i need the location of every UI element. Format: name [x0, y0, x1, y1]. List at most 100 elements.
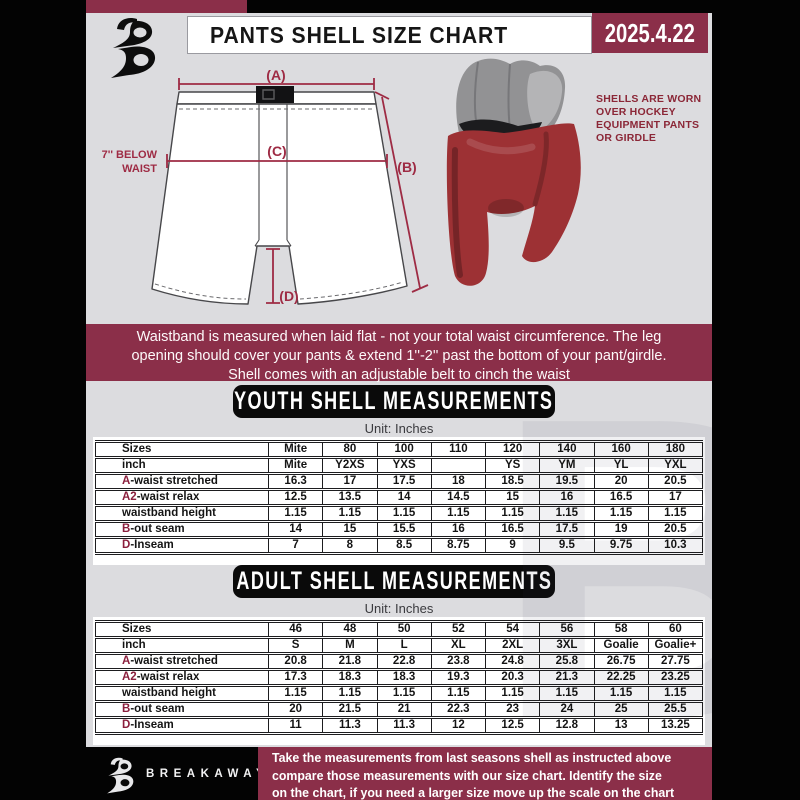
footer-line: compare those measurements with our size…	[272, 767, 662, 783]
cell-value: 1.15	[376, 684, 432, 703]
table-row: inch S M L XL 2XL 3XL Goalie Goalie+	[95, 636, 704, 655]
accent-letter: B	[122, 523, 131, 535]
cell-value: 13.25	[647, 716, 704, 735]
cell-value: 1.15	[647, 504, 704, 523]
right-hem-stitch	[299, 281, 404, 300]
side-note-line: EQUIPMENT PANTS	[596, 119, 700, 131]
cell-value: 16	[430, 520, 487, 539]
fly-panel	[254, 104, 292, 247]
thigh-pad	[527, 70, 563, 132]
cell-value: 9	[484, 536, 541, 555]
youth-section-title: YOUTH SHELL MEASUREMENTS	[234, 387, 554, 415]
cell-value: 21.3	[539, 668, 595, 687]
cell-value: YS	[484, 456, 541, 475]
cell-value: 19.5	[539, 472, 595, 491]
cell-value: 8	[322, 536, 378, 555]
measure-line-d	[266, 248, 280, 304]
cell-value: 19.3	[430, 668, 487, 687]
cell-value: M	[322, 636, 378, 655]
top-maroon-strip	[86, 0, 247, 13]
cell-value: 12	[430, 716, 487, 735]
table-row: A2-waist relax 12.5 13.5 14 14.5 15 16 16.5 17	[95, 488, 704, 507]
row-label: B-out seam	[95, 520, 269, 539]
cell-value: 50	[376, 620, 432, 639]
accent-letter: D	[122, 719, 131, 731]
cell-value: 27.75	[647, 652, 704, 671]
cell-value: 1.15	[267, 684, 324, 703]
accent-letter: A2	[122, 671, 137, 683]
info-banner-line: Waistband is measured when laid flat - n…	[136, 329, 662, 345]
cell-value: 12.5	[267, 488, 324, 507]
table-row: Sizes Mite 80 100 110 120 140 160 180	[95, 440, 704, 459]
cell-value: 1.15	[484, 684, 541, 703]
cell-value: 11.3	[322, 716, 378, 735]
cell-value: 1.15	[430, 504, 487, 523]
row-label: B-out seam	[95, 700, 269, 719]
cell-value: 16	[539, 488, 595, 507]
cell-value: 46	[267, 620, 324, 639]
shell-photo	[446, 58, 581, 286]
table-row: D-Inseam 7 8 8.5 8.75 9 9.5 9.75 10.3	[95, 536, 704, 555]
below-waist-label-1: 7'' BELOW	[102, 149, 158, 161]
cell-value: 120	[484, 440, 541, 459]
cell-value: 140	[539, 440, 595, 459]
side-note-line: OR GIRDLE	[596, 132, 657, 144]
info-banner: Waistband is measured when laid flat - n…	[86, 324, 712, 383]
accent-letter: A	[122, 655, 131, 667]
cell-value: Goalie	[593, 636, 649, 655]
below-waist-label-2: WAIST	[122, 163, 157, 175]
cell-value: 11	[267, 716, 324, 735]
cell-value: 1.15	[322, 504, 378, 523]
cell-value: 9.75	[593, 536, 649, 555]
cell-value: 20.5	[647, 472, 704, 491]
cell-value: 25.8	[539, 652, 595, 671]
cell-value: 56	[539, 620, 595, 639]
adult-section-banner: ADULT SHELL MEASUREMENTS	[233, 565, 555, 598]
side-note-line: OVER HOCKEY	[596, 106, 676, 118]
table-row: D-Inseam 11 11.3 11.3 12 12.5 12.8 13 13.25	[95, 716, 704, 735]
cell-value: 20	[593, 472, 649, 491]
cell-value: 15	[484, 488, 541, 507]
table-row: Sizes 46 48 50 52 54 56 58 60	[95, 620, 704, 639]
cell-value: 19	[593, 520, 649, 539]
cell-value: 16.5	[593, 488, 649, 507]
label-a: (A)	[266, 67, 285, 83]
table-row: A-waist stretched 16.3 17 17.5 18 18.5 19.5 20 2…	[95, 472, 704, 491]
cell-value: 7	[267, 536, 324, 555]
cell-value: 22.25	[593, 668, 649, 687]
footer-line: on the chart, if you need a larger size …	[272, 785, 675, 800]
shell-measurement-diagram: (A) (B) (C) (D) 7'' BELOW WAIST	[102, 67, 429, 305]
cell-value: 3XL	[539, 636, 595, 655]
youth-section-banner: YOUTH SHELL MEASUREMENTS	[233, 385, 555, 418]
cell-value: 23	[484, 700, 541, 719]
cell-value: 14	[376, 488, 432, 507]
header-title-bar: PANTS SHELL SIZE CHART	[187, 16, 592, 54]
cell-value: YXL	[647, 456, 704, 475]
cell-value: 13.5	[322, 488, 378, 507]
cell-value: 21	[376, 700, 432, 719]
belt-buckle	[256, 86, 294, 103]
youth-measurements-table: Sizes Mite 80 100 110 120 140 160 180 inch Mite Y2X…	[95, 440, 704, 555]
row-label: A2-waist relax	[95, 488, 269, 507]
footer-line: Take the measurements from last seasons …	[272, 750, 672, 765]
cell-value: Y2XS	[322, 456, 378, 475]
row-label: D-Inseam	[95, 536, 269, 555]
cell-value: 12.5	[484, 716, 541, 735]
footer-instructions: Take the measurements from last seasons …	[258, 747, 712, 800]
row-label: waistband height	[95, 504, 269, 523]
cell-value: 160	[593, 440, 649, 459]
youth-unit-label: Unit: Inches	[364, 421, 434, 436]
cell-value: 1.15	[593, 684, 649, 703]
cell-value: XL	[430, 636, 487, 655]
accent-letter: A	[122, 475, 131, 487]
adult-section-title: ADULT SHELL MEASUREMENTS	[236, 567, 552, 595]
cell-value: 25.5	[647, 700, 704, 719]
label-d: (D)	[279, 288, 298, 304]
cell-value: 24.8	[484, 652, 541, 671]
cell-value: 1.15	[484, 504, 541, 523]
cell-value: 11.3	[376, 716, 432, 735]
side-note-line: SHELLS ARE WORN	[596, 93, 702, 105]
accent-letter: A2	[122, 491, 137, 503]
cell-value: 110	[430, 440, 487, 459]
measure-line-c	[166, 154, 388, 168]
